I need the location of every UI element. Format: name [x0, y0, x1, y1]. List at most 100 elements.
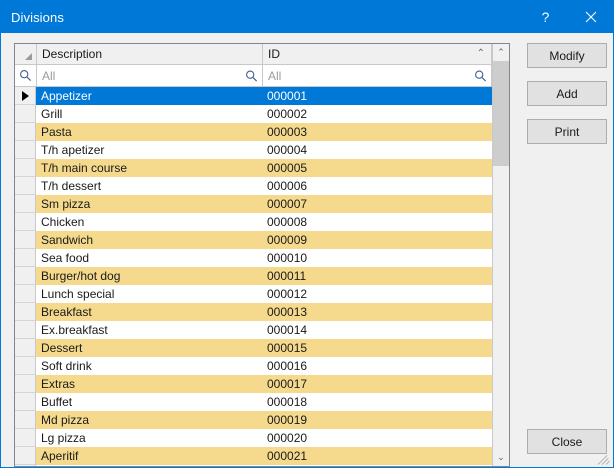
- cell-description[interactable]: Cocktail: [36, 465, 262, 466]
- cell-id[interactable]: 000017: [262, 375, 492, 393]
- cell-id[interactable]: 000021: [262, 447, 492, 465]
- cell-id[interactable]: 000019: [262, 411, 492, 429]
- cell-id[interactable]: 000016: [262, 357, 492, 375]
- scroll-down-button[interactable]: ⌄: [493, 449, 509, 466]
- cell-id[interactable]: 000014: [262, 321, 492, 339]
- filter-id-search-icon[interactable]: [474, 69, 487, 82]
- table-row[interactable]: Breakfast 000013: [15, 303, 492, 321]
- cell-id[interactable]: 000013: [262, 303, 492, 321]
- table-row[interactable]: Sm pizza 000007: [15, 195, 492, 213]
- row-indicator[interactable]: [15, 141, 36, 159]
- cell-description[interactable]: Appetizer: [36, 87, 262, 105]
- cell-id[interactable]: 000003: [262, 123, 492, 141]
- table-row[interactable]: Soft drink 000016: [15, 357, 492, 375]
- print-button[interactable]: Print: [527, 119, 607, 144]
- cell-description[interactable]: T/h apetizer: [36, 141, 262, 159]
- cell-id[interactable]: 000018: [262, 393, 492, 411]
- filter-cell-id[interactable]: All: [263, 65, 492, 86]
- row-indicator[interactable]: [15, 267, 36, 285]
- table-row[interactable]: Buffet 000018: [15, 393, 492, 411]
- cell-id[interactable]: 000022: [262, 465, 492, 466]
- table-row[interactable]: Burger/hot dog 000011: [15, 267, 492, 285]
- filter-description-search-icon[interactable]: [245, 69, 258, 82]
- cell-id[interactable]: 000001: [262, 87, 492, 105]
- table-row[interactable]: Chicken 000008: [15, 213, 492, 231]
- filter-cell-description[interactable]: All: [37, 65, 263, 86]
- cell-id[interactable]: 000006: [262, 177, 492, 195]
- table-row[interactable]: Cocktail000022: [15, 465, 492, 466]
- cell-description[interactable]: Sm pizza: [36, 195, 262, 213]
- row-indicator[interactable]: [15, 249, 36, 267]
- row-indicator[interactable]: [15, 411, 36, 429]
- row-indicator[interactable]: [15, 357, 36, 375]
- cell-description[interactable]: T/h dessert: [36, 177, 262, 195]
- cell-description[interactable]: Sandwich: [36, 231, 262, 249]
- table-row[interactable]: Sea food 000010: [15, 249, 492, 267]
- table-row[interactable]: Aperitif 000021: [15, 447, 492, 465]
- column-header-id[interactable]: ID ⌃: [263, 44, 492, 64]
- cell-id[interactable]: 000005: [262, 159, 492, 177]
- table-row[interactable]: Ex.breakfast 000014: [15, 321, 492, 339]
- cell-id[interactable]: 000015: [262, 339, 492, 357]
- cell-description[interactable]: Pasta: [36, 123, 262, 141]
- table-row[interactable]: T/h dessert 000006: [15, 177, 492, 195]
- table-row[interactable]: Extras 000017: [15, 375, 492, 393]
- grid-corner-header[interactable]: [15, 44, 37, 64]
- cell-id[interactable]: 000011: [262, 267, 492, 285]
- cell-description[interactable]: T/h main course: [36, 159, 262, 177]
- grid-vertical-scrollbar[interactable]: ⌃ ⌄: [492, 44, 509, 466]
- row-indicator[interactable]: [15, 87, 36, 105]
- table-row[interactable]: Grill 000002: [15, 105, 492, 123]
- row-indicator[interactable]: [15, 195, 36, 213]
- cell-id[interactable]: 000002: [262, 105, 492, 123]
- table-row[interactable]: Sandwich 000009: [15, 231, 492, 249]
- table-row[interactable]: T/h main course 000005: [15, 159, 492, 177]
- table-row[interactable]: Md pizza 000019: [15, 411, 492, 429]
- cell-description[interactable]: Extras: [36, 375, 262, 393]
- cell-description[interactable]: Dessert: [36, 339, 262, 357]
- table-row[interactable]: Lg pizza 000020: [15, 429, 492, 447]
- table-row[interactable]: Dessert 000015: [15, 339, 492, 357]
- row-indicator[interactable]: [15, 393, 36, 411]
- cell-id[interactable]: 000010: [262, 249, 492, 267]
- row-indicator[interactable]: [15, 465, 36, 466]
- row-indicator[interactable]: [15, 303, 36, 321]
- cell-description[interactable]: Md pizza: [36, 411, 262, 429]
- cell-description[interactable]: Breakfast: [36, 303, 262, 321]
- cell-description[interactable]: Buffet: [36, 393, 262, 411]
- row-indicator[interactable]: [15, 429, 36, 447]
- add-button[interactable]: Add: [527, 81, 607, 106]
- cell-description[interactable]: Aperitif: [36, 447, 262, 465]
- row-indicator[interactable]: [15, 213, 36, 231]
- table-row[interactable]: T/h apetizer 000004: [15, 141, 492, 159]
- cell-description[interactable]: Lunch special: [36, 285, 262, 303]
- row-indicator[interactable]: [15, 231, 36, 249]
- divisions-grid[interactable]: Description ID ⌃: [14, 43, 510, 467]
- column-header-description[interactable]: Description: [37, 44, 263, 64]
- table-row[interactable]: Appetizer 000001: [15, 87, 492, 105]
- cell-id[interactable]: 000020: [262, 429, 492, 447]
- row-indicator[interactable]: [15, 339, 36, 357]
- row-indicator[interactable]: [15, 177, 36, 195]
- close-window-button[interactable]: [568, 1, 613, 33]
- help-button[interactable]: ?: [541, 9, 550, 25]
- row-indicator[interactable]: [15, 321, 36, 339]
- cell-id[interactable]: 000007: [262, 195, 492, 213]
- cell-description[interactable]: Chicken: [36, 213, 262, 231]
- close-button[interactable]: Close: [527, 429, 607, 454]
- row-indicator[interactable]: [15, 159, 36, 177]
- row-indicator[interactable]: [15, 105, 36, 123]
- cell-description[interactable]: Burger/hot dog: [36, 267, 262, 285]
- cell-description[interactable]: Soft drink: [36, 357, 262, 375]
- grid-rows[interactable]: Appetizer 000001 Grill 000002 Pasta 000003 T/h…: [15, 87, 492, 466]
- scrollbar-track[interactable]: [493, 61, 509, 449]
- row-indicator[interactable]: [15, 447, 36, 465]
- scroll-up-button[interactable]: ⌃: [493, 44, 509, 61]
- table-row[interactable]: Lunch special 000012: [15, 285, 492, 303]
- cell-description[interactable]: Lg pizza: [36, 429, 262, 447]
- cell-description[interactable]: Ex.breakfast: [36, 321, 262, 339]
- cell-id[interactable]: 000008: [262, 213, 492, 231]
- resize-grip-icon[interactable]: [597, 453, 611, 465]
- cell-id[interactable]: 000009: [262, 231, 492, 249]
- scrollbar-thumb[interactable]: [493, 61, 509, 166]
